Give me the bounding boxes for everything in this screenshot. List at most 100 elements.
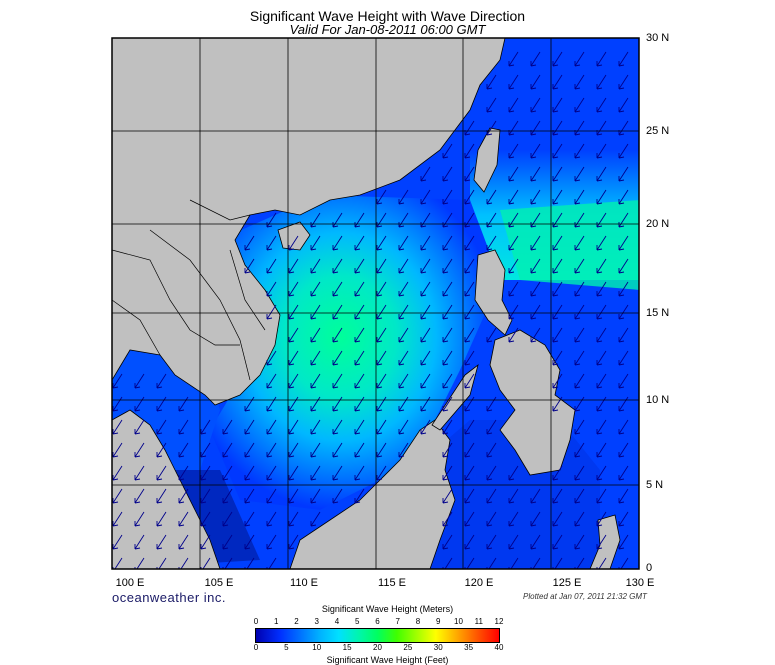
wave-arrow bbox=[266, 534, 277, 550]
colorbar-meter-label: 0 bbox=[253, 617, 259, 626]
wave-arrow bbox=[596, 189, 607, 205]
wave-arrow bbox=[178, 419, 189, 435]
x-tick-105e: 105 E bbox=[204, 577, 234, 589]
wave-arrow bbox=[574, 143, 585, 159]
wave-arrow bbox=[354, 442, 365, 458]
wave-arrow bbox=[376, 327, 387, 343]
wave-arrow bbox=[266, 511, 277, 527]
colorbar-title-feet: Significant Wave Height (Feet) bbox=[326, 655, 449, 665]
wave-arrow bbox=[376, 189, 387, 205]
wave-arrow bbox=[552, 465, 563, 481]
wave-arrow bbox=[398, 373, 409, 389]
wave-arrow bbox=[354, 396, 365, 412]
wave-arrow bbox=[288, 442, 299, 458]
colorbar-meter-label: 1 bbox=[274, 617, 279, 626]
wave-arrow bbox=[596, 534, 607, 550]
wave-arrow bbox=[112, 557, 123, 569]
wave-arrow bbox=[266, 258, 277, 274]
colorbar-meter-label: 4 bbox=[334, 617, 340, 626]
wave-arrow bbox=[574, 189, 585, 205]
wave-arrow bbox=[266, 557, 277, 569]
wave-arrow bbox=[398, 212, 409, 228]
wave-arrow bbox=[574, 534, 585, 550]
wave-arrow bbox=[574, 212, 585, 228]
colorbar-meter-label: 6 bbox=[375, 617, 380, 626]
wave-arrow bbox=[420, 304, 431, 320]
wave-arrow bbox=[618, 258, 629, 274]
colorbar-feet-label: 25 bbox=[403, 643, 413, 652]
x-tick-120e: 120 E bbox=[464, 577, 494, 589]
wave-arrow bbox=[574, 465, 585, 481]
wave-arrow bbox=[508, 281, 519, 297]
wave-arrow bbox=[310, 350, 321, 366]
wave-arrow bbox=[354, 235, 365, 251]
wave-arrow bbox=[442, 488, 453, 504]
wave-arrow bbox=[156, 511, 167, 527]
wave-arrow bbox=[618, 143, 629, 159]
wave-arrow bbox=[288, 281, 299, 297]
wave-arrow bbox=[442, 350, 453, 366]
wave-arrow bbox=[134, 396, 145, 412]
wave-arrow bbox=[464, 304, 475, 320]
colorbar-meter-label: 5 bbox=[355, 617, 360, 626]
wave-arrow bbox=[332, 281, 343, 297]
wave-arrow bbox=[398, 327, 409, 343]
wave-arrow bbox=[552, 304, 563, 320]
y-tick-30n: 30 N bbox=[646, 32, 670, 44]
wave-arrow bbox=[156, 419, 167, 435]
wave-arrow bbox=[244, 258, 255, 274]
wave-arrow bbox=[420, 327, 431, 343]
x-tick-130e: 130 E bbox=[625, 577, 655, 589]
wave-arrow bbox=[464, 373, 475, 389]
wave-arrow bbox=[486, 97, 497, 113]
wave-arrow bbox=[618, 350, 629, 366]
wave-arrow bbox=[112, 442, 123, 458]
wave-arrow bbox=[508, 304, 519, 320]
wave-arrow bbox=[486, 557, 497, 569]
wave-arrow bbox=[376, 419, 387, 435]
wave-arrow bbox=[596, 281, 607, 297]
wave-arrow bbox=[398, 396, 409, 412]
wave-arrow bbox=[134, 419, 145, 435]
wave-arrow bbox=[574, 373, 585, 389]
wave-arrow bbox=[596, 488, 607, 504]
wave-arrow bbox=[376, 373, 387, 389]
wave-arrow bbox=[376, 281, 387, 297]
colorbar-feet-label: 30 bbox=[433, 643, 443, 652]
y-tick-15n: 15 N bbox=[646, 307, 670, 319]
brand-logo-text: oceanweather inc. bbox=[112, 590, 227, 605]
wave-arrow bbox=[596, 327, 607, 343]
wave-arrow bbox=[112, 419, 123, 435]
wave-arrow bbox=[112, 511, 123, 527]
wave-arrow bbox=[156, 373, 167, 389]
wave-arrow bbox=[552, 534, 563, 550]
wave-arrow bbox=[420, 396, 431, 412]
wave-arrow bbox=[354, 419, 365, 435]
wave-arrow bbox=[134, 534, 145, 550]
wave-arrow bbox=[596, 350, 607, 366]
wave-arrow bbox=[332, 212, 343, 228]
wave-arrow bbox=[266, 488, 277, 504]
wave-arrow bbox=[442, 465, 453, 481]
wave-arrow bbox=[618, 97, 629, 113]
wave-arrow bbox=[266, 419, 277, 435]
wave-arrow bbox=[244, 235, 255, 251]
wave-arrow bbox=[552, 212, 563, 228]
wave-arrow bbox=[310, 488, 321, 504]
wave-arrow bbox=[354, 488, 365, 504]
wave-arrow bbox=[618, 396, 629, 412]
wave-arrow bbox=[574, 281, 585, 297]
wave-arrow bbox=[156, 488, 167, 504]
wave-arrow bbox=[310, 511, 321, 527]
wave-arrow bbox=[618, 235, 629, 251]
wave-arrow bbox=[552, 166, 563, 182]
wave-arrow bbox=[464, 442, 475, 458]
wave-arrow bbox=[618, 534, 629, 550]
wave-arrow bbox=[442, 235, 453, 251]
wave-arrow bbox=[442, 373, 453, 389]
wave-arrow bbox=[574, 166, 585, 182]
wave-arrow bbox=[530, 258, 541, 274]
wave-arrow bbox=[530, 511, 541, 527]
wave-arrow bbox=[156, 465, 167, 481]
mindanao-visayas bbox=[489, 329, 576, 476]
